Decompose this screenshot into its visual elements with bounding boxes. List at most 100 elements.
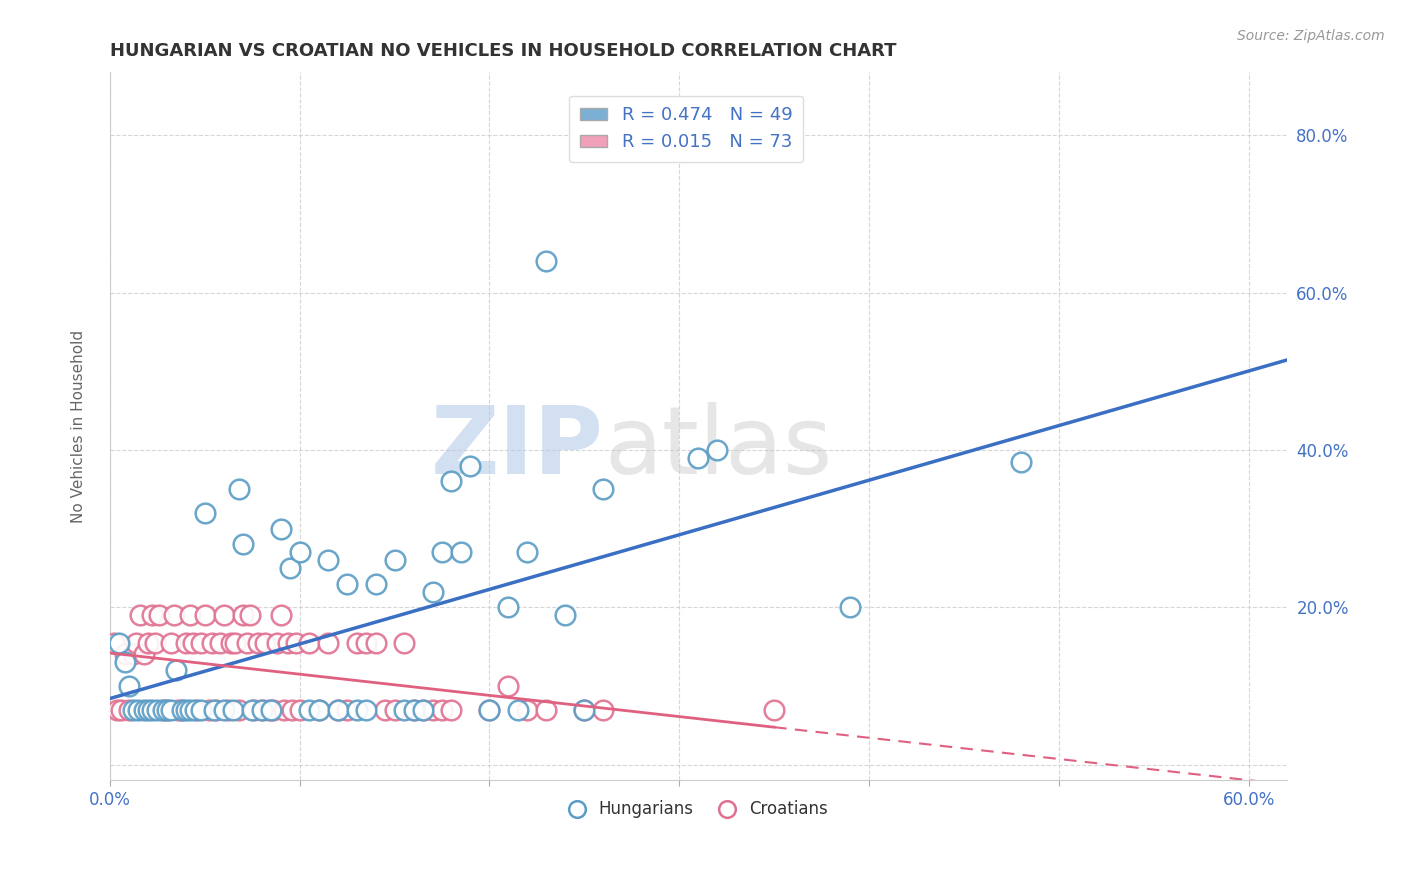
Point	[184, 702, 207, 716]
Point	[288, 702, 311, 716]
Point	[326, 702, 349, 716]
Point	[243, 702, 266, 716]
Point	[536, 254, 558, 268]
Point	[364, 635, 387, 649]
Point	[167, 702, 190, 716]
Point	[145, 635, 167, 649]
Point	[498, 600, 520, 615]
Text: atlas: atlas	[605, 401, 832, 493]
Point	[281, 702, 304, 716]
Point	[179, 608, 201, 623]
Point	[240, 702, 263, 716]
Point	[412, 702, 434, 716]
Point	[194, 608, 217, 623]
Point	[688, 450, 710, 465]
Point	[554, 608, 576, 623]
Point	[179, 702, 201, 716]
Point	[402, 702, 425, 716]
Point	[217, 702, 239, 716]
Point	[430, 545, 453, 559]
Point	[402, 702, 425, 716]
Point	[536, 702, 558, 716]
Point	[222, 702, 245, 716]
Point	[266, 635, 288, 649]
Point	[246, 635, 269, 649]
Point	[298, 635, 321, 649]
Point	[152, 702, 174, 716]
Point	[190, 635, 212, 649]
Point	[250, 702, 273, 716]
Point	[259, 702, 281, 716]
Point	[114, 656, 136, 670]
Point	[763, 702, 786, 716]
Point	[221, 635, 243, 649]
Point	[316, 553, 339, 567]
Point	[239, 608, 262, 623]
Point	[498, 679, 520, 693]
Point	[346, 702, 368, 716]
Point	[270, 608, 292, 623]
Point	[516, 702, 538, 716]
Point	[183, 635, 205, 649]
Point	[228, 702, 250, 716]
Point	[205, 702, 228, 716]
Point	[288, 545, 311, 559]
Point	[336, 576, 359, 591]
Point	[190, 702, 212, 716]
Legend: Hungarians, Croatians: Hungarians, Croatians	[562, 794, 834, 825]
Point	[118, 679, 141, 693]
Point	[212, 608, 235, 623]
Point	[316, 635, 339, 649]
Point	[270, 522, 292, 536]
Point	[125, 635, 148, 649]
Point	[159, 702, 181, 716]
Point	[478, 702, 501, 716]
Point	[262, 702, 284, 716]
Point	[121, 648, 143, 662]
Point	[159, 635, 181, 649]
Point	[278, 561, 301, 575]
Point	[260, 702, 283, 716]
Point	[152, 702, 174, 716]
Point	[592, 702, 614, 716]
Point	[127, 702, 149, 716]
Point	[174, 635, 197, 649]
Point	[1010, 455, 1032, 469]
Point	[156, 702, 179, 716]
Point	[506, 702, 529, 716]
Point	[232, 608, 254, 623]
Point	[422, 584, 444, 599]
Point	[208, 635, 231, 649]
Point	[430, 702, 453, 716]
Point	[273, 702, 295, 716]
Point	[440, 702, 463, 716]
Point	[336, 702, 359, 716]
Text: ZIP: ZIP	[432, 401, 605, 493]
Point	[384, 553, 406, 567]
Point	[232, 537, 254, 551]
Point	[141, 702, 163, 716]
Point	[392, 702, 415, 716]
Point	[197, 702, 219, 716]
Point	[574, 702, 596, 716]
Point	[201, 635, 224, 649]
Point	[165, 663, 187, 677]
Point	[254, 635, 277, 649]
Point	[574, 702, 596, 716]
Point	[478, 702, 501, 716]
Point	[392, 635, 415, 649]
Point	[384, 702, 406, 716]
Point	[284, 635, 307, 649]
Point	[326, 702, 349, 716]
Point	[450, 545, 472, 559]
Point	[118, 702, 141, 716]
Point	[146, 702, 169, 716]
Point	[170, 702, 193, 716]
Point	[228, 483, 250, 497]
Point	[308, 702, 330, 716]
Point	[374, 702, 396, 716]
Point	[706, 442, 728, 457]
Point	[163, 608, 186, 623]
Point	[440, 475, 463, 489]
Point	[412, 702, 434, 716]
